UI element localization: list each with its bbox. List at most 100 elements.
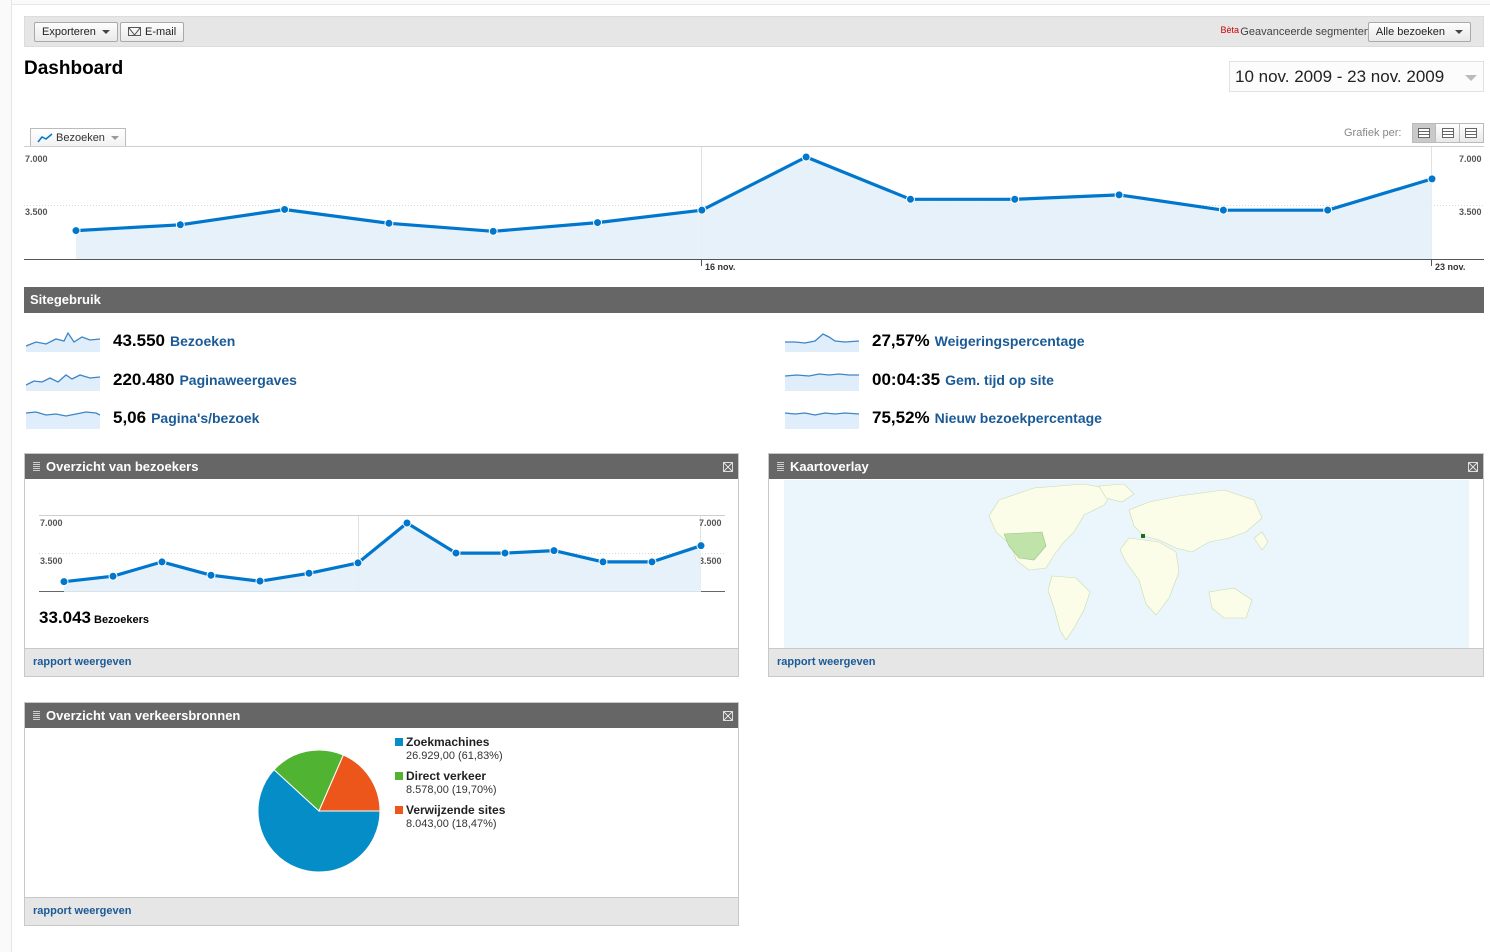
data-point	[696, 541, 706, 551]
widget-title: Overzicht van bezoekers	[46, 459, 199, 474]
email-icon	[128, 26, 141, 36]
drag-handle-icon[interactable]	[33, 711, 40, 720]
report-link[interactable]: rapport weergeven	[33, 905, 132, 917]
data-point	[1323, 205, 1333, 215]
report-link[interactable]: rapport weergeven	[777, 656, 876, 668]
widget-footer: rapport weergeven	[25, 648, 738, 676]
y-tick-label: 3.500	[699, 556, 722, 566]
widget-footer: rapport weergeven	[25, 897, 738, 925]
data-point	[598, 557, 608, 567]
export-button[interactable]: Exporteren	[34, 22, 118, 42]
data-point	[549, 546, 559, 556]
view-day-icon	[1418, 128, 1431, 138]
data-point	[1218, 205, 1228, 215]
series-line	[63, 521, 702, 584]
data-point	[1427, 174, 1437, 184]
stat-label-link[interactable]: Weigeringspercentage	[934, 333, 1085, 349]
data-point	[384, 218, 394, 228]
stat-label-link[interactable]: Nieuw bezoekpercentage	[934, 410, 1102, 426]
pie-legend: Zoekmachines 26.929,00 (61,83%) Direct ve…	[395, 735, 505, 837]
stat-label-link[interactable]: Gem. tijd op site	[945, 372, 1054, 388]
traffic-pie-chart[interactable]	[249, 741, 389, 881]
y-tick-label: 3.500	[25, 207, 48, 217]
visitors-chart[interactable]: 7.000 3.500 7.000 3.500	[25, 480, 738, 605]
y-tick-label: 7.000	[1459, 154, 1482, 164]
stat-label-link[interactable]: Pagina's/bezoek	[151, 410, 260, 426]
segments-value: Alle bezoeken	[1375, 26, 1445, 38]
map-region-highlight	[1141, 534, 1145, 538]
report-link[interactable]: rapport weergeven	[33, 656, 132, 668]
widget-header[interactable]: Overzicht van bezoekers	[25, 454, 738, 479]
chevron-down-icon	[101, 30, 110, 35]
data-point	[593, 218, 603, 228]
sparkline-icon	[26, 411, 100, 429]
main-visits-chart[interactable]: 7.000 3.500 7.000 3.500 16 nov. 23 nov.	[0, 143, 1490, 273]
stat-label-link[interactable]: Paginaweergaves	[179, 372, 297, 388]
chevron-down-icon	[1465, 75, 1477, 81]
close-icon[interactable]	[723, 711, 733, 721]
visitors-total-value: 33.043	[39, 608, 91, 627]
graph-period-buttons	[1412, 123, 1484, 143]
email-label: E-mail	[145, 26, 177, 38]
pie-slice	[273, 749, 344, 812]
drag-handle-icon[interactable]	[33, 462, 40, 471]
segments-label: Geavanceerde segmenten:	[1240, 26, 1373, 38]
data-point	[500, 548, 510, 558]
data-point	[108, 571, 118, 581]
data-point	[157, 557, 167, 567]
drag-handle-icon[interactable]	[777, 462, 784, 471]
close-icon[interactable]	[723, 462, 733, 472]
legend-swatch	[395, 806, 403, 814]
date-range-text: 10 nov. 2009 - 23 nov. 2009	[1235, 67, 1445, 86]
sparkline-icon	[26, 331, 100, 352]
sparkline-icon	[785, 412, 859, 429]
stat-value: 00:04:35	[872, 370, 941, 389]
data-point	[697, 205, 707, 215]
chevron-down-icon	[110, 136, 119, 141]
data-point	[451, 548, 461, 558]
x-tick-label: 23 nov.	[1435, 262, 1465, 272]
email-button[interactable]: E-mail	[120, 22, 185, 42]
sparkline-icon	[785, 373, 859, 391]
legend-value: 8.043,00 (18,47%)	[406, 818, 497, 830]
line-chart-icon	[37, 133, 53, 143]
world-map[interactable]	[784, 480, 1469, 648]
toolbar: Exporteren E-mail Bèta Geavanceerde segm…	[24, 16, 1484, 47]
widget-header[interactable]: Overzicht van verkeersbronnen	[25, 703, 738, 728]
page-title: Dashboard	[24, 58, 124, 79]
chevron-down-icon	[1455, 30, 1463, 35]
stat-value: 220.480	[113, 370, 175, 389]
data-point	[353, 558, 363, 568]
view-week-button[interactable]	[1436, 124, 1460, 142]
date-range-picker[interactable]: 10 nov. 2009 - 23 nov. 2009	[1229, 61, 1484, 92]
stat-bounce-rate: 27,57% Weigeringspercentage	[785, 329, 1085, 353]
series-area	[76, 157, 1432, 259]
metric-selector[interactable]: Bezoeken	[30, 128, 126, 147]
stat-new-visits: 75,52% Nieuw bezoekpercentage	[785, 406, 1102, 430]
widget-header[interactable]: Kaartoverlay	[769, 454, 1483, 479]
y-tick-label: 7.000	[25, 154, 48, 164]
stat-value: 27,57%	[872, 331, 930, 350]
sitegebruik-header: Sitegebruik	[24, 287, 1484, 313]
close-icon[interactable]	[1468, 462, 1478, 472]
visitors-total-label: Bezoekers	[94, 614, 150, 626]
y-tick-label: 3.500	[1459, 207, 1482, 217]
graph-period-label: Grafiek per:	[1344, 127, 1402, 139]
stat-label-link[interactable]: Bezoeken	[170, 333, 236, 349]
visitors-total: 33.043 Bezoekers	[39, 608, 149, 628]
legend-name: Verwijzende sites	[406, 803, 506, 817]
y-tick-label: 3.500	[40, 556, 63, 566]
view-day-button[interactable]	[1413, 124, 1437, 142]
data-point	[206, 570, 216, 580]
data-point	[801, 152, 811, 162]
segments-select[interactable]: Alle bezoeken	[1367, 22, 1471, 42]
legend-item: Direct verkeer 8.578,00 (19,70%)	[395, 769, 505, 797]
view-month-button[interactable]	[1459, 124, 1483, 142]
series-area	[64, 523, 701, 592]
stat-value: 75,52%	[872, 408, 930, 427]
data-point	[71, 226, 81, 236]
sitegebruik-title: Sitegebruik	[30, 292, 101, 307]
legend-value: 8.578,00 (19,70%)	[406, 784, 497, 796]
sparkline-icon	[785, 333, 859, 352]
map-region-highlight	[1003, 531, 1047, 561]
